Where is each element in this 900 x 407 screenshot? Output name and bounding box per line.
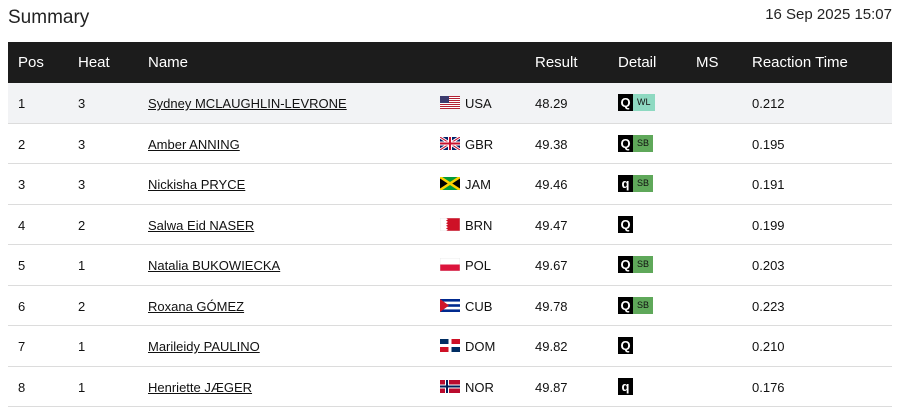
position: 6 xyxy=(18,299,25,314)
table-row: 4 2 Salwa Eid NASER BRN 49.47 Q 0.199 xyxy=(8,205,892,246)
country: CUB xyxy=(465,299,492,314)
athlete-name[interactable]: Amber ANNING xyxy=(148,137,240,152)
country: JAM xyxy=(465,177,491,192)
column-header: MS xyxy=(696,54,719,71)
column-header: Name xyxy=(148,54,188,71)
flag xyxy=(440,177,460,190)
athlete-name[interactable]: Natalia BUKOWIECKA xyxy=(148,258,280,273)
reaction-time: 0.195 xyxy=(752,137,785,152)
country: GBR xyxy=(465,137,493,152)
athlete-name[interactable]: Henriette JÆGER xyxy=(148,380,252,395)
page-title: Summary xyxy=(8,7,89,29)
athlete-name[interactable]: Salwa Eid NASER xyxy=(148,218,254,233)
country: USA xyxy=(465,96,492,111)
detail-badges: Q xyxy=(618,337,633,354)
column-header: Pos xyxy=(18,54,44,71)
qualifier-badge: Q xyxy=(618,216,633,233)
heat: 2 xyxy=(78,218,85,233)
athlete-name[interactable]: Sydney MCLAUGHLIN-LEVRONE xyxy=(148,96,347,111)
reaction-time: 0.212 xyxy=(752,96,785,111)
flag xyxy=(440,299,460,312)
column-header: Reaction Time xyxy=(752,54,848,71)
qualifier-badge: q xyxy=(618,175,633,192)
flag xyxy=(440,137,460,150)
position: 2 xyxy=(18,137,25,152)
result: 49.67 xyxy=(535,258,568,273)
result: 49.78 xyxy=(535,299,568,314)
reaction-time: 0.176 xyxy=(752,380,785,395)
flag xyxy=(440,380,460,393)
result: 49.47 xyxy=(535,218,568,233)
reaction-time: 0.191 xyxy=(752,177,785,192)
heat: 3 xyxy=(78,177,85,192)
position: 5 xyxy=(18,258,25,273)
result: 49.82 xyxy=(535,339,568,354)
column-header: Detail xyxy=(618,54,656,71)
heat: 1 xyxy=(78,339,85,354)
table-header: Pos Heat Name Result Detail MS Reaction Time xyxy=(8,42,892,83)
qualifier-badge: q xyxy=(618,378,633,395)
heat: 1 xyxy=(78,380,85,395)
flag xyxy=(440,339,460,352)
qualifier-badge: Q xyxy=(618,135,633,152)
result: 49.87 xyxy=(535,380,568,395)
flag xyxy=(440,258,460,271)
results-table: Pos Heat Name Result Detail MS Reaction Time 1… xyxy=(8,42,892,407)
country: NOR xyxy=(465,380,494,395)
qualifier-badge: Q xyxy=(618,297,633,314)
reaction-time: 0.199 xyxy=(752,218,785,233)
reaction-time: 0.223 xyxy=(752,299,785,314)
position: 4 xyxy=(18,218,25,233)
position: 7 xyxy=(18,339,25,354)
timestamp: 16 Sep 2025 15:07 xyxy=(765,6,892,23)
detail-badges: Q xyxy=(618,216,633,233)
result: 48.29 xyxy=(535,96,568,111)
athlete-name[interactable]: Marileidy PAULINO xyxy=(148,339,260,354)
result: 49.46 xyxy=(535,177,568,192)
record-badge: SB xyxy=(633,135,653,152)
detail-badges: q xyxy=(618,378,633,395)
athlete-name[interactable]: Nickisha PRYCE xyxy=(148,177,245,192)
heat: 3 xyxy=(78,137,85,152)
position: 1 xyxy=(18,96,25,111)
heat: 2 xyxy=(78,299,85,314)
reaction-time: 0.203 xyxy=(752,258,785,273)
country: DOM xyxy=(465,339,495,354)
country: POL xyxy=(465,258,491,273)
reaction-time: 0.210 xyxy=(752,339,785,354)
position: 3 xyxy=(18,177,25,192)
record-badge: SB xyxy=(633,175,653,192)
record-badge: SB xyxy=(633,256,653,273)
athlete-name[interactable]: Roxana GÓMEZ xyxy=(148,299,244,314)
flag xyxy=(440,218,460,231)
qualifier-badge: Q xyxy=(618,94,633,111)
qualifier-badge: Q xyxy=(618,256,633,273)
heat: 1 xyxy=(78,258,85,273)
table-row: 7 1 Marileidy PAULINO DOM 49.82 Q 0.210 xyxy=(8,326,892,367)
record-badge: WL xyxy=(633,94,655,111)
record-badge: SB xyxy=(633,297,653,314)
heat: 3 xyxy=(78,96,85,111)
position: 8 xyxy=(18,380,25,395)
flag xyxy=(440,96,460,109)
country: BRN xyxy=(465,218,492,233)
column-header: Result xyxy=(535,54,578,71)
qualifier-badge: Q xyxy=(618,337,633,354)
result: 49.38 xyxy=(535,137,568,152)
column-header: Heat xyxy=(78,54,110,71)
table-row: 8 1 Henriette JÆGER NOR 49.87 q 0.176 xyxy=(8,367,892,407)
